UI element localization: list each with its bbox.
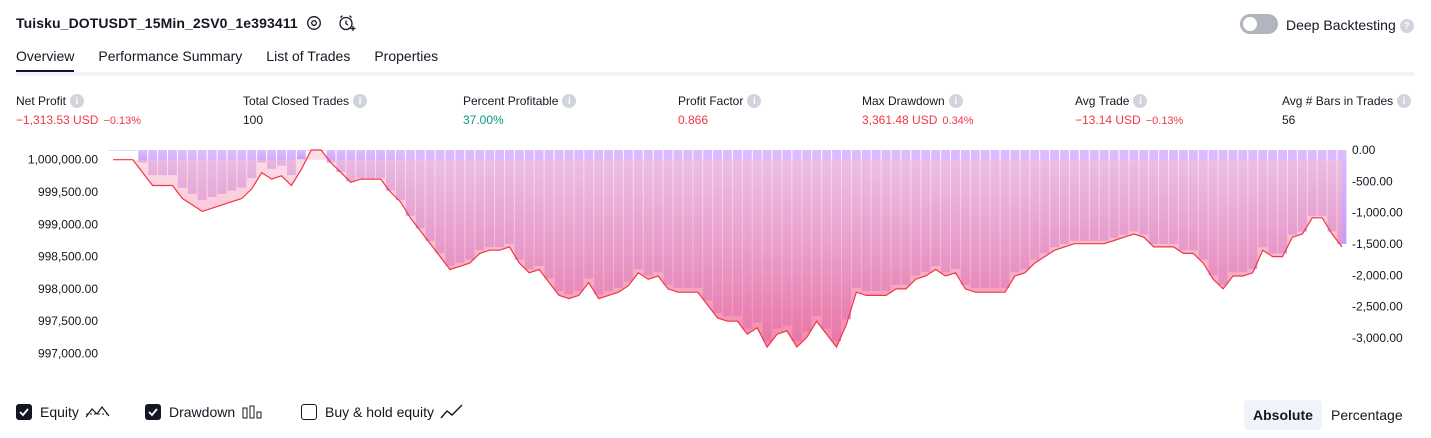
drawdown-bar xyxy=(296,150,306,160)
right-axis-tick: -2,500.00 xyxy=(1352,300,1403,314)
left-axis-tick: 998,000.00 xyxy=(38,282,98,296)
left-axis-tick: 997,000.00 xyxy=(38,347,98,361)
drawdown-bar xyxy=(118,150,128,151)
metric-label: Avg # Bars in Trades xyxy=(1282,94,1394,108)
tab-list-of-trades[interactable]: List of Trades xyxy=(266,48,351,64)
alarm-add-icon[interactable] xyxy=(337,13,357,33)
deep-backtesting-label: Deep Backtesting? xyxy=(1286,17,1414,34)
equity-line-icon xyxy=(85,405,110,418)
metric-percent: −0.13% xyxy=(1145,115,1184,127)
metric-percent: −0.13% xyxy=(103,115,142,127)
help-icon[interactable]: ? xyxy=(1399,19,1414,34)
help-icon[interactable]: i xyxy=(562,94,577,108)
tab-divider xyxy=(16,72,1415,76)
right-axis: 0.00 -500.00 -1,000.00 -1,500.00 -2,000.00 -2… xyxy=(1352,143,1403,345)
checkbox-checked-icon[interactable] xyxy=(145,404,161,420)
metric-label: Total Closed Trades xyxy=(243,94,350,108)
drawdown-bar xyxy=(128,150,138,151)
metric-value: 100 xyxy=(243,113,264,127)
equity-chart[interactable]: 1,000,000.00 999,500.00 999,000.00 998,500.… xyxy=(0,140,1431,370)
left-axis: 1,000,000.00 999,500.00 999,000.00 998,500.… xyxy=(28,153,98,361)
right-axis-tick: -1,000.00 xyxy=(1352,206,1403,220)
metric-value: 56 xyxy=(1282,113,1296,127)
metric-percent: 0.34% xyxy=(942,115,974,127)
checkbox-checked-icon[interactable] xyxy=(16,404,32,420)
metric-label: Max Drawdown xyxy=(862,94,945,108)
tab-properties[interactable]: Properties xyxy=(374,48,439,64)
left-axis-tick: 997,500.00 xyxy=(38,314,98,328)
legend-drawdown[interactable]: Drawdown xyxy=(145,404,263,420)
metric-label: Avg Trade xyxy=(1075,94,1130,108)
drawdown-bar xyxy=(138,150,148,163)
checkbox-unchecked-icon[interactable] xyxy=(301,404,317,420)
equity-area xyxy=(113,150,1342,348)
right-axis-tick: -2,000.00 xyxy=(1352,268,1403,282)
left-axis-tick: 999,000.00 xyxy=(38,217,98,231)
metric-value: 37.00% xyxy=(463,113,504,127)
right-axis-tick: 0.00 xyxy=(1352,143,1376,157)
legend-label: Buy & hold equity xyxy=(325,404,434,420)
help-icon[interactable]: i xyxy=(1133,94,1148,108)
drawdown-bar xyxy=(257,150,267,163)
drawdown-bars-icon xyxy=(242,405,262,419)
right-axis-tick: -500.00 xyxy=(1352,174,1393,188)
metric-value: 0.866 xyxy=(678,113,709,127)
drawdown-bar xyxy=(267,150,276,169)
metric-avg-trade: Avg Trade i −13.14 USD −0.13% xyxy=(1075,94,1183,127)
tab-overview[interactable]: Overview xyxy=(16,48,75,73)
metric-label: Profit Factor xyxy=(678,94,744,108)
metric-value: −13.14 USD xyxy=(1075,113,1141,127)
metric-label: Percent Profitable xyxy=(463,94,559,108)
metric-max-drawdown: Max Drawdown i 3,361.48 USD 0.34% xyxy=(862,94,974,127)
legend-label: Drawdown xyxy=(169,404,236,420)
metric-net-profit: Net Profit i −1,313.53 USD −0.13% xyxy=(16,94,141,127)
legend-buy-hold-equity[interactable]: Buy & hold equity xyxy=(301,404,464,420)
left-axis-tick: 998,500.00 xyxy=(38,250,98,264)
help-icon[interactable]: i xyxy=(948,94,963,108)
metric-profit-factor: Profit Factor i 0.866 xyxy=(678,94,762,127)
absolute-mode-button[interactable]: Absolute xyxy=(1244,400,1322,430)
metric-label: Net Profit xyxy=(16,94,67,108)
equity-line xyxy=(113,149,1343,349)
metric-value: 3,361.48 USD xyxy=(862,113,938,127)
drawdown-bar xyxy=(326,150,336,163)
deep-backtesting-toggle[interactable] xyxy=(1240,14,1278,34)
tab-bar: Overview Performance Summary List of Tra… xyxy=(16,48,462,73)
deep-backtesting-text: Deep Backtesting xyxy=(1286,17,1396,33)
help-icon[interactable]: i xyxy=(747,94,762,108)
strategy-title: Tuisku_DOTUSDT_15Min_2SV0_1e393411 xyxy=(16,15,298,31)
left-axis-tick: 999,500.00 xyxy=(38,185,98,199)
help-icon[interactable]: i xyxy=(70,94,85,108)
metric-avg-bars-in-trades: Avg # Bars in Trades i 56 xyxy=(1282,94,1412,127)
tab-performance-summary[interactable]: Performance Summary xyxy=(98,48,243,64)
percentage-mode-button[interactable]: Percentage xyxy=(1331,407,1403,423)
left-axis-tick: 1,000,000.00 xyxy=(28,153,98,167)
drawdown-bar xyxy=(108,150,118,151)
right-axis-tick: -3,000.00 xyxy=(1352,331,1403,345)
right-axis-tick: -1,500.00 xyxy=(1352,237,1403,251)
metric-total-closed-trades: Total Closed Trades i 100 xyxy=(243,94,368,127)
toggle-knob xyxy=(1243,17,1257,31)
gear-icon[interactable] xyxy=(304,13,324,33)
legend-label: Equity xyxy=(40,404,79,420)
help-icon[interactable]: i xyxy=(353,94,368,108)
drawdown-bar xyxy=(277,150,286,166)
metric-percent-profitable: Percent Profitable i 37.00% xyxy=(463,94,577,127)
metric-value: −1,313.53 USD xyxy=(16,113,99,127)
help-icon[interactable]: i xyxy=(1397,94,1412,108)
buy-hold-line-icon xyxy=(440,404,463,419)
legend-equity[interactable]: Equity xyxy=(16,404,111,420)
equity-series xyxy=(113,149,1343,349)
